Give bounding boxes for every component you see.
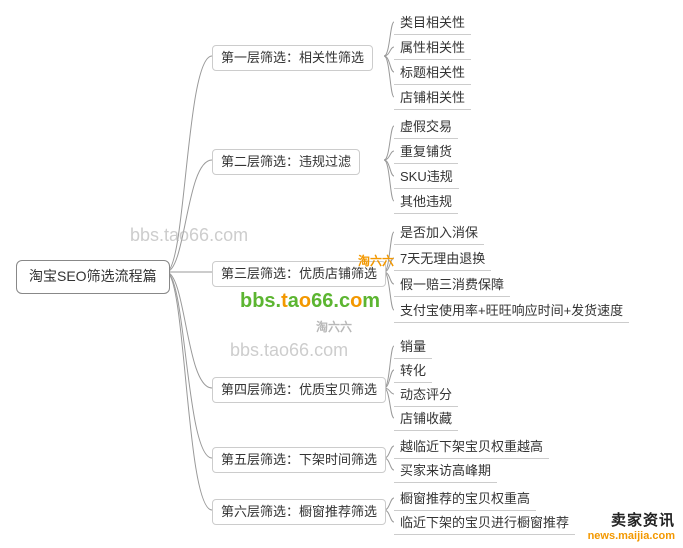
watermark-logo-cn: 淘六六 — [316, 318, 352, 335]
mindmap-canvas: 淘宝SEO筛选流程篇 第一层筛选：相关性筛选类目相关性属性相关性标题相关性店铺相… — [0, 0, 683, 548]
leaf-node: 橱窗推荐的宝贝权重高 — [394, 488, 536, 511]
branch-node: 第三层筛选：优质店铺筛选 — [212, 261, 386, 287]
leaf-node: 转化 — [394, 360, 432, 383]
leaf-node: SKU违规 — [394, 166, 459, 189]
leaf-node: 越临近下架宝贝权重越高 — [394, 436, 549, 459]
branch-node: 第五层筛选：下架时间筛选 — [212, 447, 386, 473]
leaf-node: 支付宝使用率+旺旺响应时间+发货速度 — [394, 300, 629, 323]
leaf-node: 临近下架的宝贝进行橱窗推荐 — [394, 512, 575, 535]
branch-node: 第二层筛选：违规过滤 — [212, 149, 360, 175]
leaf-node: 店铺相关性 — [394, 87, 471, 110]
watermark-text: bbs.tao66.com — [230, 340, 348, 361]
branch-node: 第六层筛选：橱窗推荐筛选 — [212, 499, 386, 525]
leaf-node: 7天无理由退换 — [394, 248, 491, 271]
leaf-node: 其他违规 — [394, 191, 458, 214]
root-node: 淘宝SEO筛选流程篇 — [16, 260, 170, 294]
leaf-node: 类目相关性 — [394, 12, 471, 35]
watermark-text: bbs.tao66.com — [130, 225, 248, 246]
site-brand-url: news.maijia.com — [588, 530, 675, 542]
watermark-logo: bbs.tao66.com — [240, 290, 380, 313]
branch-node: 第一层筛选：相关性筛选 — [212, 45, 373, 71]
leaf-node: 属性相关性 — [394, 37, 471, 60]
leaf-node: 标题相关性 — [394, 62, 471, 85]
site-brand-title: 卖家资讯 — [588, 509, 675, 530]
leaf-node: 虚假交易 — [394, 116, 458, 139]
branch-node: 第四层筛选：优质宝贝筛选 — [212, 377, 386, 403]
leaf-node: 动态评分 — [394, 384, 458, 407]
leaf-node: 店铺收藏 — [394, 408, 458, 431]
site-brand: 卖家资讯 news.maijia.com — [588, 509, 675, 542]
leaf-node: 假一赔三消费保障 — [394, 274, 510, 297]
leaf-node: 买家来访高峰期 — [394, 460, 497, 483]
leaf-node: 销量 — [394, 336, 432, 359]
leaf-node: 重复铺货 — [394, 141, 458, 164]
leaf-node: 是否加入消保 — [394, 222, 484, 245]
